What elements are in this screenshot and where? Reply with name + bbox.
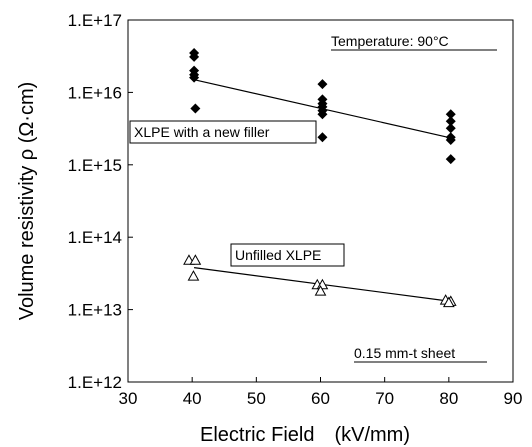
plot-frame [127,19,514,383]
y-axis-ticks: 1.E+12 1.E+13 1.E+14 1.E+15 1.E+16 1.E+17 [68,11,133,392]
diamond-marker [445,135,456,146]
diamond-marker [445,123,456,134]
diamond-marker [189,72,200,83]
sheet-annotation: 0.15 mm-t sheet [354,345,487,363]
y-axis-title: Volume resistivity ρ (Ω·cm) [16,82,38,321]
sheet-label: 0.15 mm-t sheet [354,345,455,361]
x-tick-label: 90 [504,389,523,408]
x-tick-label: 40 [183,389,202,408]
filler-series-label-box: XLPE with a new filler [129,120,317,144]
y-tick-label: 1.E+13 [68,301,122,320]
y-tick-label: 1.E+16 [68,83,122,102]
x-axis-title: Electric Field (kV/mm) [200,424,410,446]
x-tick-label: 50 [247,389,266,408]
diamond-marker [317,132,328,143]
unfilled-label-frame [230,243,345,267]
x-axis-ticks: 30 40 50 60 70 80 90 [119,377,523,408]
filler-label-frame [129,120,317,144]
diamond-marker [445,154,456,165]
diamond-marker [189,51,200,62]
diamond-marker [190,103,201,114]
diamond-marker [445,109,456,120]
y-tick-label: 1.E+14 [68,228,122,247]
triangle-marker [442,296,455,308]
unfilled-series-label: Unfilled XLPE [235,247,321,263]
triangle-marker [314,285,327,296]
x-tick-label: 80 [439,389,458,408]
y-tick-label: 1.E+17 [68,11,122,30]
y-tick-label: 1.E+15 [68,156,122,175]
temperature-label: Temperature: 90°C [331,33,449,49]
x-tick-label: 60 [311,389,330,408]
triangle-marker [189,254,202,265]
y-tick-label: 1.E+12 [68,373,122,392]
triangle-marker [187,270,200,281]
diamond-marker [317,109,328,120]
unfilled-series-label-box: Unfilled XLPE [230,243,345,267]
x-tick-label: 70 [375,389,394,408]
diamond-marker [317,79,328,90]
x-tick-label: 30 [119,389,138,408]
temperature-annotation: Temperature: 90°C [331,33,497,51]
data-markers [183,48,457,308]
diamond-marker [445,116,456,127]
filler-series-label: XLPE with a new filler [134,124,270,140]
